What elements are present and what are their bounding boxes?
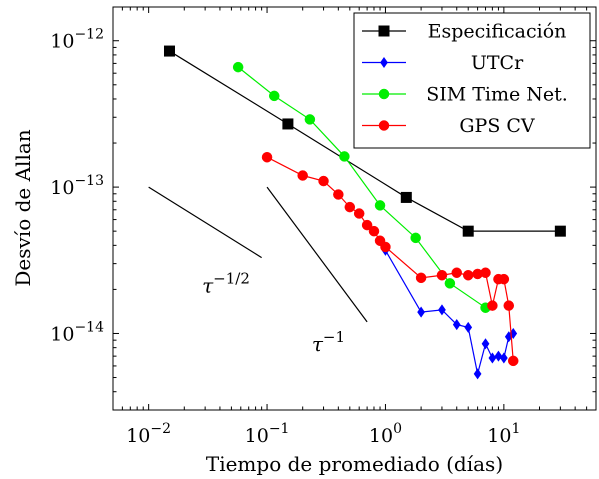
y-tick-label: 10−12 <box>50 27 104 53</box>
x-tick-label: 10−2 <box>126 421 171 447</box>
data-point <box>333 189 344 200</box>
data-point <box>410 232 421 244</box>
data-point <box>374 200 386 211</box>
data-point <box>462 269 474 281</box>
data-point <box>452 319 461 331</box>
legend-marker <box>378 88 390 100</box>
legend-marker <box>378 120 390 131</box>
axis-ticks: 10−2 10−1 100 101 10−14 10−13 10−12 <box>50 7 597 447</box>
x-tick-label: 10−1 <box>245 421 290 447</box>
data-point <box>318 175 329 187</box>
data-point <box>261 151 273 163</box>
data-point <box>268 90 280 102</box>
data-point <box>464 321 473 333</box>
y-tick-label: 10−13 <box>50 173 104 199</box>
data-point <box>554 225 566 237</box>
data-point <box>304 114 316 125</box>
data-point <box>444 278 456 289</box>
legend-marker <box>378 25 390 37</box>
data-point <box>462 225 474 237</box>
x-axis-title: Tiempo de promediado (días) <box>206 452 503 476</box>
data-point <box>361 219 373 231</box>
data-point <box>480 267 491 278</box>
slope-one-line <box>266 186 368 323</box>
series-1 <box>381 244 518 380</box>
data-point <box>368 225 380 237</box>
data-point <box>488 352 497 364</box>
legend-label: UTCr <box>471 52 524 74</box>
data-point <box>498 273 510 285</box>
series-0 <box>163 45 566 237</box>
plot-frame <box>112 6 597 411</box>
slope-half-line <box>148 186 262 259</box>
y-tick-label: 10−14 <box>50 319 104 345</box>
data-point <box>499 352 508 364</box>
legend-marker <box>380 56 388 69</box>
y-axis-title: Desvío de Allan <box>11 129 35 286</box>
x-tick-label: 100 <box>369 421 402 447</box>
legend-label: SIM Time Net. <box>426 84 568 106</box>
data-point <box>417 306 425 318</box>
data-point <box>400 191 412 203</box>
data-point <box>507 355 519 367</box>
legend-label: GPS CV <box>459 115 535 137</box>
slope-annotations: τ−1/2 τ−1 <box>148 186 368 356</box>
data-point <box>344 201 356 213</box>
x-tick-label: 101 <box>487 421 520 447</box>
data-point <box>451 267 462 278</box>
data-point <box>494 350 503 362</box>
series-3 <box>261 151 519 367</box>
data-point <box>297 170 308 181</box>
data-point <box>473 368 482 380</box>
legend-label: Especificación <box>428 21 567 43</box>
legend: Especificación UTCr SIM Time Net. GPS CV <box>353 12 591 149</box>
data-series <box>163 45 566 380</box>
data-point <box>481 338 490 350</box>
data-point <box>339 151 350 162</box>
data-point <box>163 45 175 57</box>
data-point <box>353 208 365 219</box>
data-point <box>282 118 294 130</box>
data-point <box>415 272 427 284</box>
data-point <box>380 241 391 253</box>
data-point <box>232 61 244 73</box>
data-point <box>438 304 446 316</box>
data-point <box>503 300 515 311</box>
data-point <box>436 269 448 281</box>
slope-half-label: τ−1/2 <box>202 270 250 298</box>
slope-one-label: τ−1 <box>312 328 345 356</box>
data-point <box>487 300 498 311</box>
